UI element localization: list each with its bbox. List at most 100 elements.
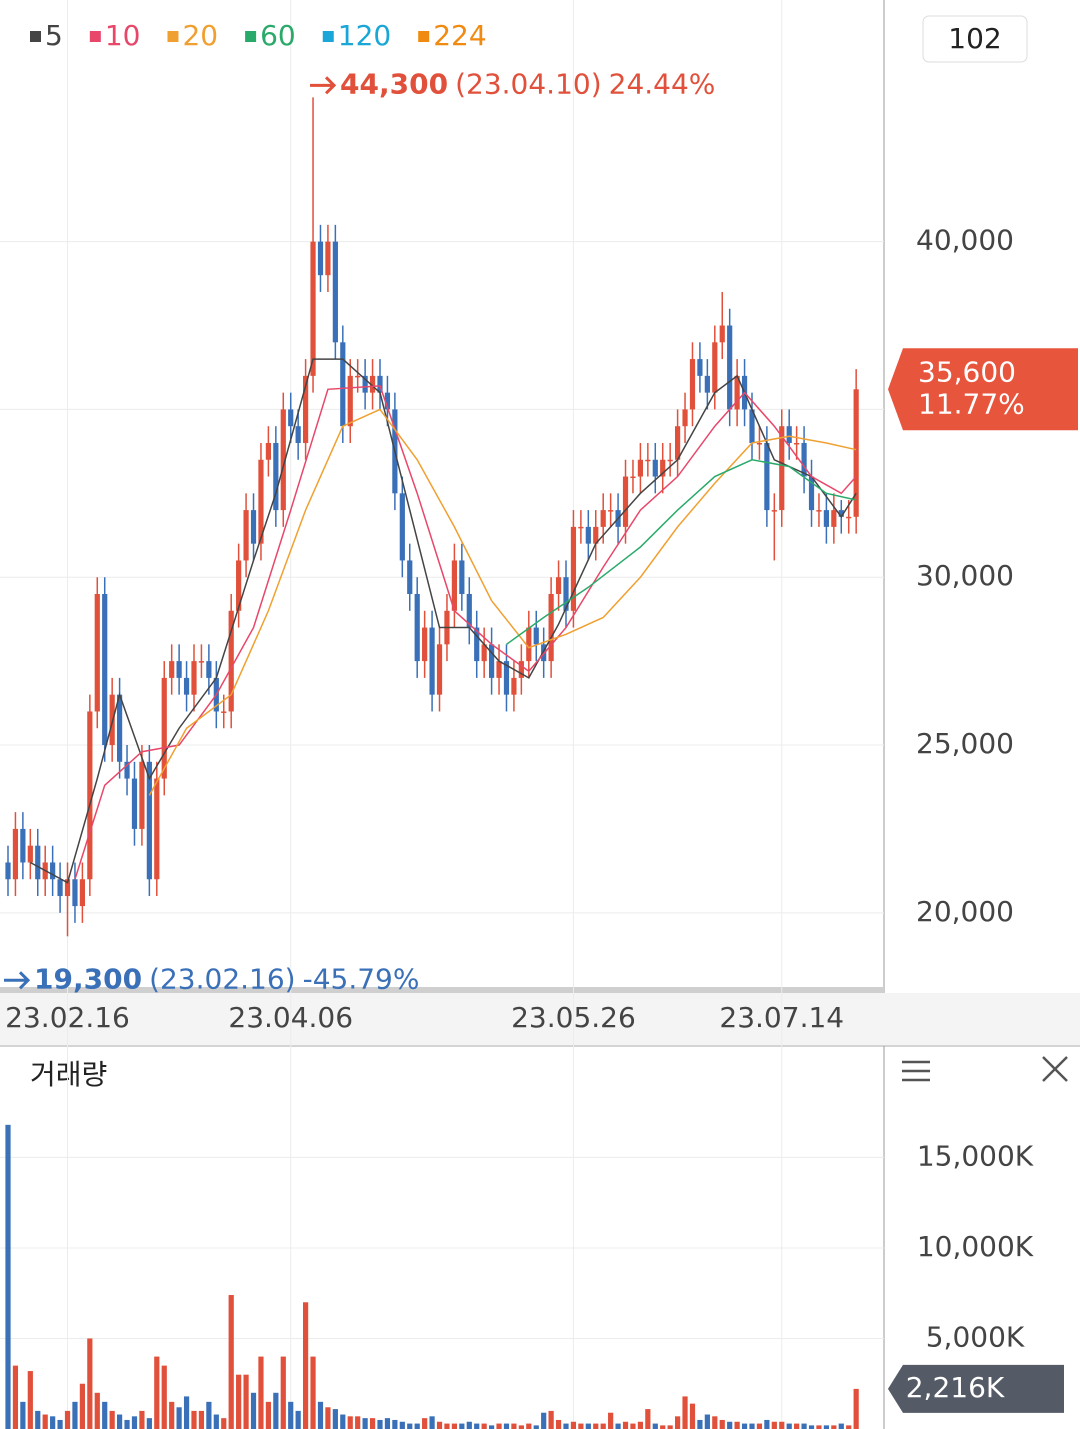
close-icon[interactable] bbox=[1042, 1056, 1068, 1082]
x-tick-label: 23.07.14 bbox=[719, 1001, 844, 1034]
candle-body bbox=[496, 661, 502, 678]
volume-bar bbox=[295, 1410, 301, 1429]
volume-bar bbox=[555, 1419, 562, 1429]
volume-bar bbox=[250, 1392, 257, 1429]
candle-body bbox=[779, 426, 785, 511]
volume-bar bbox=[117, 1414, 123, 1429]
volume-bar bbox=[823, 1425, 829, 1429]
candle-body bbox=[436, 644, 443, 695]
volume-bar bbox=[228, 1295, 234, 1429]
volume-bar bbox=[436, 1421, 443, 1429]
volume-bar bbox=[831, 1425, 837, 1429]
menu-icon[interactable] bbox=[902, 1060, 930, 1082]
candle-body bbox=[771, 510, 777, 512]
volume-bar bbox=[303, 1302, 309, 1429]
volume-bar bbox=[273, 1392, 279, 1429]
candle-body bbox=[489, 644, 495, 678]
scrollbar[interactable] bbox=[0, 987, 884, 993]
candle-body bbox=[191, 661, 197, 695]
candle-body bbox=[176, 661, 182, 678]
candle-body bbox=[347, 375, 353, 427]
legend-swatch bbox=[418, 31, 430, 42]
candle-body bbox=[526, 627, 532, 662]
volume-bar bbox=[600, 1423, 606, 1429]
candle-body bbox=[377, 375, 383, 393]
count-box[interactable] bbox=[922, 15, 1028, 63]
candle-body bbox=[474, 627, 480, 662]
candle-body bbox=[466, 594, 472, 628]
candle-body bbox=[131, 778, 138, 829]
legend-label: 10 bbox=[105, 19, 141, 52]
annotation-arrow bbox=[310, 76, 337, 95]
candle-body bbox=[630, 476, 636, 479]
volume-bar bbox=[64, 1410, 71, 1429]
legend-label: 5 bbox=[45, 19, 63, 52]
candle-body bbox=[682, 409, 688, 427]
price-tag bbox=[888, 348, 1078, 431]
candle-body bbox=[27, 845, 33, 863]
volume-bar bbox=[243, 1374, 249, 1429]
volume-bar bbox=[20, 1401, 26, 1429]
candle-body bbox=[161, 677, 167, 779]
volume-bar bbox=[779, 1421, 785, 1429]
y-tick-label: 25,000 bbox=[916, 727, 1014, 760]
volume-bar bbox=[645, 1409, 651, 1429]
annotation-price: 19,300 bbox=[34, 962, 142, 995]
candle-body bbox=[555, 577, 562, 594]
volume-bar bbox=[377, 1419, 383, 1429]
volume-bar bbox=[466, 1421, 472, 1429]
volume-bar bbox=[42, 1414, 48, 1429]
candle-body bbox=[57, 879, 63, 897]
panel-title: 거래량 bbox=[30, 1058, 107, 1091]
candle-body bbox=[79, 879, 85, 907]
x-tick-label: 23.05.26 bbox=[511, 1001, 636, 1034]
volume-bar bbox=[749, 1423, 755, 1429]
x-tick-label: 23.04.06 bbox=[228, 1001, 353, 1034]
volume-bar bbox=[741, 1423, 748, 1429]
candle-body bbox=[64, 879, 71, 897]
candle-body bbox=[87, 711, 93, 880]
annotation-change: -45.79% bbox=[303, 962, 420, 995]
candle-body bbox=[511, 677, 517, 695]
y-tick-label: 5,000K bbox=[926, 1320, 1025, 1353]
volume-bar bbox=[362, 1418, 368, 1429]
candle-body bbox=[288, 409, 294, 427]
candle-body bbox=[533, 627, 539, 645]
candle-body bbox=[503, 661, 510, 695]
y-tick-label: 15,000K bbox=[917, 1139, 1034, 1172]
volume-bar bbox=[593, 1423, 599, 1429]
volume-bar bbox=[27, 1371, 33, 1429]
volume-bar bbox=[280, 1356, 286, 1429]
ma-line bbox=[506, 458, 857, 645]
volume-bar bbox=[563, 1423, 569, 1429]
volume-bar bbox=[154, 1356, 160, 1429]
candle-body bbox=[853, 389, 859, 517]
candle-body bbox=[719, 325, 725, 343]
volume-bar bbox=[518, 1425, 524, 1429]
annotation-change: 24.44% bbox=[609, 67, 716, 100]
candle-body bbox=[183, 677, 190, 695]
annotation: 44,300 (23.04.10) 24.44% bbox=[340, 67, 715, 100]
candle-body bbox=[764, 442, 770, 511]
volume-bar bbox=[756, 1423, 763, 1429]
candle-body bbox=[600, 510, 606, 527]
legend-swatch bbox=[322, 31, 334, 42]
candle-body bbox=[325, 241, 331, 276]
volume-bar bbox=[87, 1338, 93, 1429]
volume-bar bbox=[794, 1423, 800, 1429]
candle-body bbox=[451, 560, 457, 611]
volume-bar bbox=[213, 1414, 219, 1429]
volume-bar bbox=[265, 1401, 271, 1429]
volume-bar bbox=[124, 1419, 130, 1429]
candle-body bbox=[652, 459, 658, 477]
volume-bar bbox=[511, 1423, 517, 1429]
candle-body bbox=[675, 426, 681, 460]
volume-bar bbox=[533, 1425, 539, 1429]
last-change: 11.77% bbox=[918, 387, 1025, 420]
volume-bar bbox=[489, 1425, 495, 1429]
volume-bar bbox=[637, 1421, 643, 1429]
date-strip bbox=[0, 993, 1080, 1045]
volume-bar bbox=[474, 1423, 480, 1429]
